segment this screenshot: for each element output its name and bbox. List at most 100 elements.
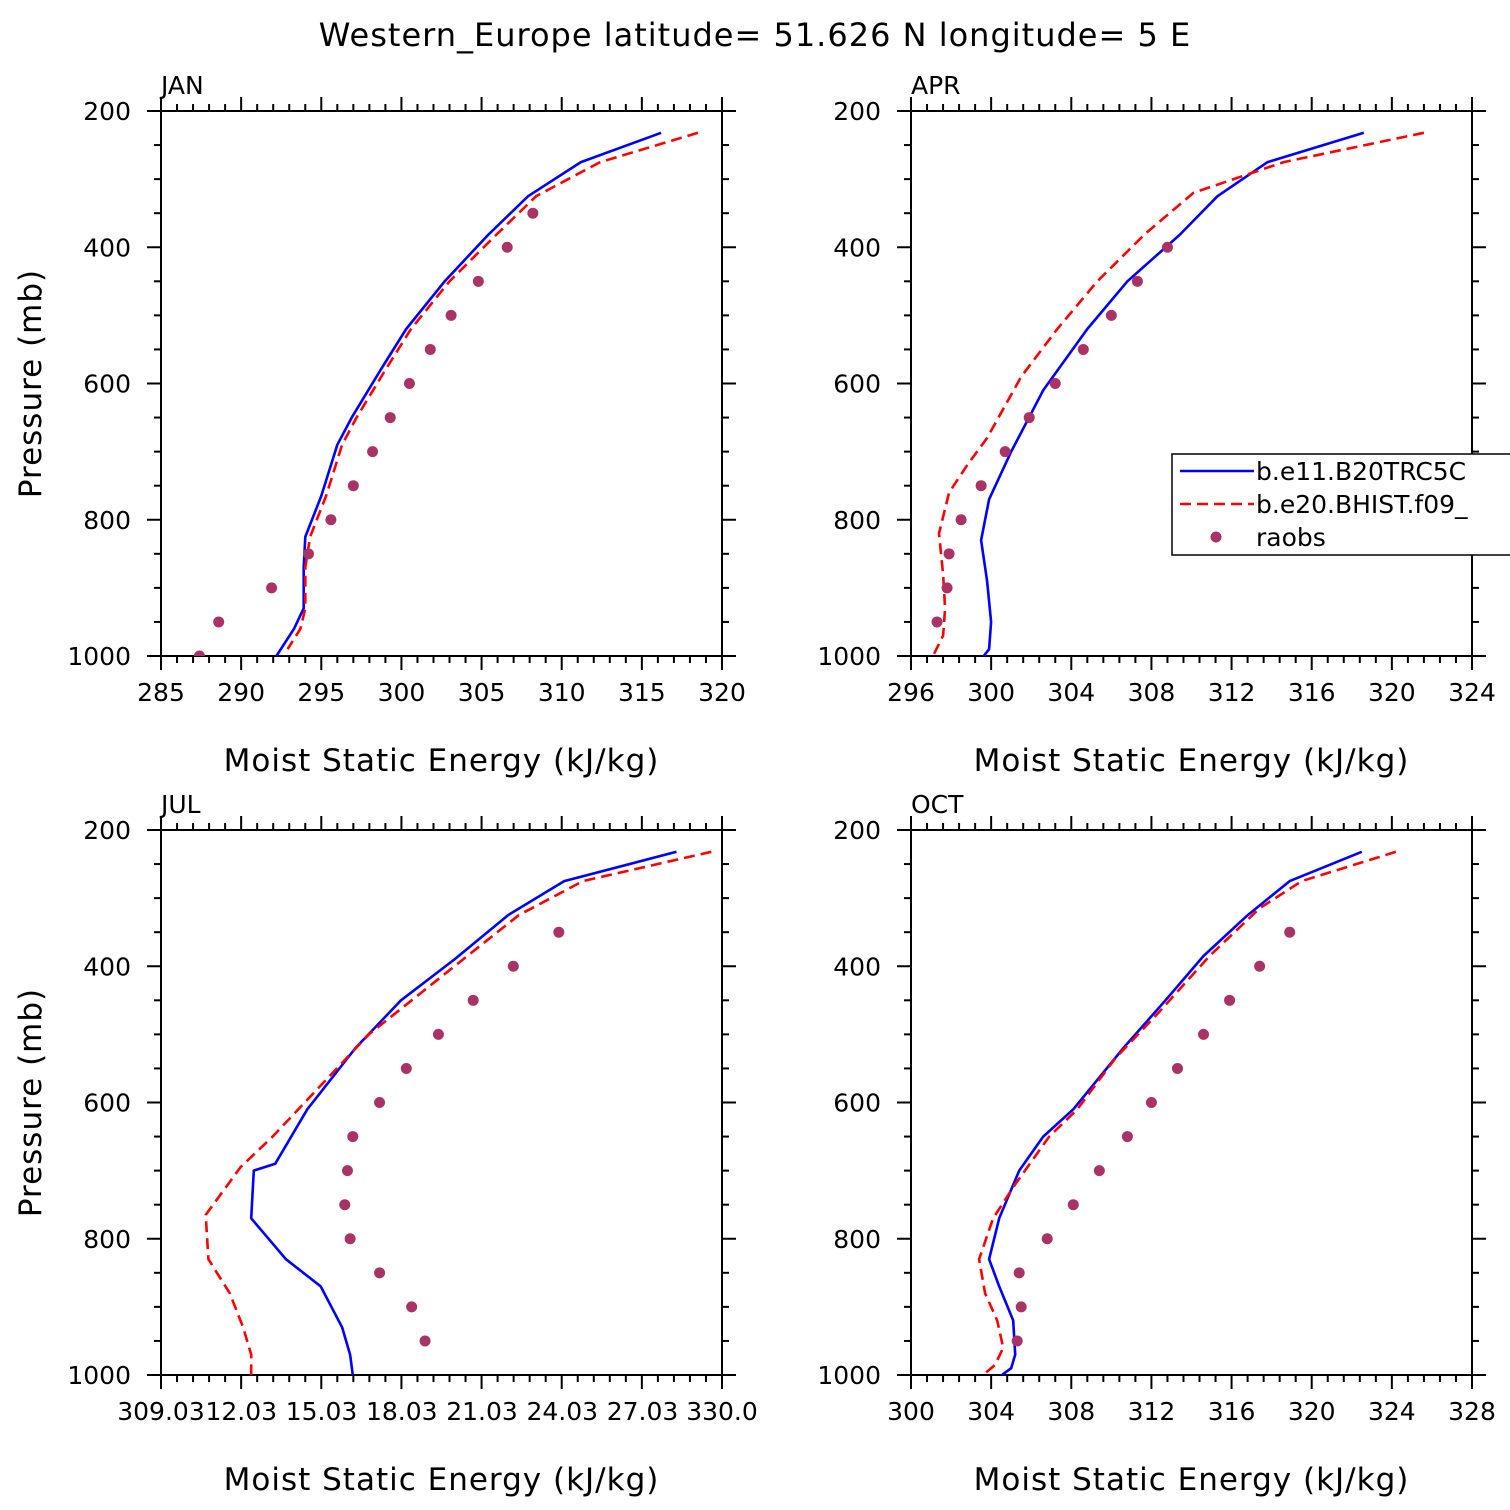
series-group <box>931 131 1425 656</box>
panel-jul: 309.03 12.03 15.03 18.03 21.03 24.03 27.03 330.… <box>13 790 758 1498</box>
series-group <box>193 131 699 656</box>
x-tick-label: 309.03 <box>117 1397 204 1426</box>
x-tick-label: 300 <box>378 678 426 707</box>
y-tick-label: 1000 <box>817 1361 881 1390</box>
raobs-point <box>527 207 539 219</box>
raobs-point <box>344 1233 356 1245</box>
x-tick-label: 312 <box>1208 678 1256 707</box>
y-tick-label: 600 <box>833 1089 881 1118</box>
raobs-point <box>1013 1267 1025 1279</box>
raobs-point <box>1077 343 1089 355</box>
legend-entry-label: b.e20.BHIST.f09_ <box>1256 490 1468 519</box>
raobs-point <box>1131 275 1143 287</box>
y-tick-label: 200 <box>833 97 881 126</box>
y-tick-label: 400 <box>833 952 881 981</box>
raobs-point <box>975 480 987 492</box>
raobs-point <box>1041 1233 1053 1245</box>
raobs-point <box>1254 960 1266 972</box>
series-line-bhist <box>977 850 1397 1375</box>
raobs-point <box>1224 994 1236 1006</box>
y-axis-label: Pressure (mb) <box>13 269 49 498</box>
raobs-point <box>472 275 484 287</box>
y-tick-label: 1000 <box>817 642 881 671</box>
x-tick-label: 24.03 <box>526 1397 598 1426</box>
raobs-point <box>424 343 436 355</box>
x-tick-label: 324 <box>1448 678 1496 707</box>
x-tick-label: 27.03 <box>607 1397 679 1426</box>
raobs-point <box>347 480 359 492</box>
series-line-bhist <box>931 131 1425 656</box>
raobs-point <box>374 1267 386 1279</box>
x-axis-label: Moist Static Energy (kJ/kg) <box>974 743 1410 779</box>
raobs-point <box>193 650 205 656</box>
y-tick-label: 800 <box>83 1225 131 1254</box>
y-tick-label: 800 <box>833 506 881 535</box>
legend-entry-label: b.e11.B20TRC5C <box>1256 457 1466 486</box>
x-tick-label: 308 <box>1047 1397 1095 1426</box>
panel-title: APR <box>911 71 961 100</box>
x-tick-label: 328 <box>1448 1397 1496 1426</box>
panel-apr: 296 300 304 308 312 316 320 324 200 400 600 800 1000… <box>817 71 1495 779</box>
series-line-b20trc5c <box>275 131 662 656</box>
series-line-bhist <box>286 131 699 650</box>
raobs-point <box>403 378 415 389</box>
x-tick-label: 290 <box>217 678 265 707</box>
raobs-point <box>347 1131 359 1143</box>
x-tick-label: 312 <box>1128 1397 1176 1426</box>
raobs-point <box>400 1062 412 1074</box>
y-tick-label: 1000 <box>67 642 131 671</box>
raobs-point <box>367 446 379 458</box>
raobs-point <box>432 1028 444 1040</box>
x-tick-label: 308 <box>1128 678 1176 707</box>
raobs-point <box>1171 1062 1183 1074</box>
y-axis-label: Pressure (mb) <box>13 988 49 1217</box>
x-tick-label: 330.0 <box>686 1397 758 1426</box>
y-tick-label: 400 <box>83 952 131 981</box>
raobs-point <box>1161 241 1173 253</box>
raobs-point <box>325 514 337 526</box>
x-tick-label: 315 <box>618 678 666 707</box>
x-axis-label: Moist Static Energy (kJ/kg) <box>974 1462 1410 1498</box>
x-tick-label: 304 <box>967 1397 1015 1426</box>
y-tick-label: 200 <box>83 816 131 845</box>
x-tick-label: 316 <box>1288 678 1336 707</box>
raobs-point <box>931 616 943 628</box>
legend-entry-label: raobs <box>1256 523 1326 552</box>
x-tick-label: 310 <box>538 678 586 707</box>
raobs-point <box>1023 412 1035 424</box>
x-tick-label: 320 <box>1288 1397 1336 1426</box>
raobs-point <box>507 960 519 972</box>
raobs-point <box>1049 378 1061 389</box>
raobs-point <box>1198 1028 1210 1040</box>
figure-title: Western_Europe latitude= 51.626 N longit… <box>319 16 1191 54</box>
x-tick-label: 296 <box>887 678 935 707</box>
raobs-point <box>943 548 955 560</box>
series-line-bhist <box>204 850 712 1375</box>
x-tick-label: 18.03 <box>366 1397 438 1426</box>
raobs-point <box>213 616 225 628</box>
panel-jan: 285 290 295 300 305 310 315 320 200 400 600 800 1000… <box>13 71 746 779</box>
raobs-point <box>999 446 1011 458</box>
raobs-point <box>1105 309 1117 321</box>
raobs-point <box>1145 1097 1157 1108</box>
panel-title: JUL <box>159 790 201 819</box>
x-tick-label: 21.03 <box>446 1397 518 1426</box>
y-tick-label: 400 <box>83 233 131 262</box>
x-tick-label: 320 <box>698 678 746 707</box>
panel-oct: 300 304 308 312 316 320 324 328 200 400 600 800 1000… <box>817 790 1495 1498</box>
raobs-point <box>419 1335 431 1347</box>
raobs-point <box>553 926 565 938</box>
series-group <box>977 850 1397 1375</box>
raobs-point <box>1011 1335 1023 1347</box>
raobs-point <box>501 241 513 253</box>
x-tick-label: 285 <box>137 678 185 707</box>
raobs-point <box>266 582 278 594</box>
x-axis-label: Moist Static Energy (kJ/kg) <box>224 1462 660 1498</box>
raobs-point <box>1121 1131 1133 1143</box>
raobs-point <box>406 1301 418 1313</box>
y-tick-label: 800 <box>83 506 131 535</box>
raobs-point <box>384 412 396 424</box>
raobs-point <box>467 994 479 1006</box>
y-tick-label: 800 <box>833 1225 881 1254</box>
